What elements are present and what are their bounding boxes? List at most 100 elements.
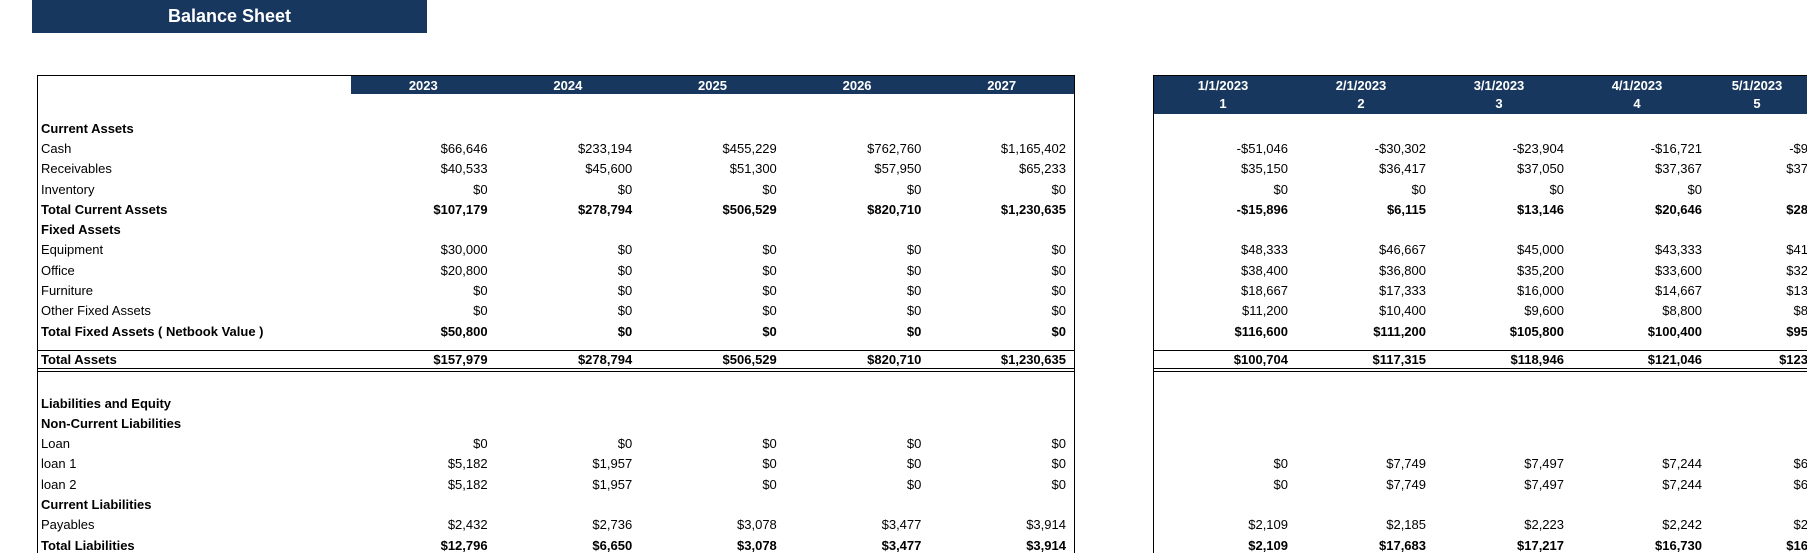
value-cell[interactable]: $0 xyxy=(762,303,777,319)
value-cell[interactable]: $11,200 xyxy=(1241,303,1288,319)
value-cell[interactable]: $16,730 xyxy=(1655,537,1702,553)
value-cell[interactable]: $3,477 xyxy=(881,537,922,553)
value-cell[interactable]: $0 xyxy=(617,283,633,299)
value-cell[interactable]: $41 xyxy=(1786,242,1807,258)
value-cell[interactable]: $0 xyxy=(906,283,922,299)
year-column-header[interactable]: 2027 xyxy=(929,76,1074,94)
row-label-cell[interactable]: Inventory xyxy=(41,181,95,197)
value-cell[interactable]: $0 xyxy=(1051,323,1066,339)
value-cell[interactable]: $107,179 xyxy=(433,201,488,217)
value-cell[interactable]: $0 xyxy=(617,181,633,197)
value-cell[interactable]: $0 xyxy=(906,456,922,472)
value-cell[interactable]: $7,749 xyxy=(1386,456,1426,472)
value-cell[interactable]: $0 xyxy=(906,242,922,258)
value-cell[interactable]: $0 xyxy=(1051,436,1066,452)
row-label-cell[interactable]: Office xyxy=(41,262,75,278)
row-label-cell[interactable]: Other Fixed Assets xyxy=(41,303,151,319)
value-cell[interactable]: $0 xyxy=(473,303,488,319)
value-cell[interactable]: $0 xyxy=(1051,303,1066,319)
row-label-cell[interactable]: Cash xyxy=(41,140,72,156)
value-cell[interactable]: -$16,721 xyxy=(1650,140,1702,156)
value-cell[interactable]: $35,150 xyxy=(1241,161,1288,177)
value-cell[interactable]: $48,333 xyxy=(1241,242,1288,258)
value-cell[interactable]: $0 xyxy=(473,436,488,452)
value-cell[interactable]: $36,800 xyxy=(1379,262,1426,278)
value-cell[interactable]: $66,646 xyxy=(440,140,488,156)
value-cell[interactable]: $45,600 xyxy=(585,161,633,177)
value-cell[interactable]: $157,979 xyxy=(433,351,488,367)
value-cell[interactable]: $100,704 xyxy=(1233,351,1288,367)
value-cell[interactable]: $0 xyxy=(1273,181,1288,197)
row-label-cell[interactable]: Furniture xyxy=(41,283,94,299)
value-cell[interactable]: $3,078 xyxy=(737,517,777,533)
value-cell[interactable]: -$23,904 xyxy=(1512,140,1564,156)
value-cell[interactable]: -$15,896 xyxy=(1236,201,1288,217)
row-label-cell[interactable]: Total Current Assets xyxy=(41,201,168,217)
value-cell[interactable]: $118,946 xyxy=(1510,351,1564,367)
row-label-cell[interactable]: Total Liabilities xyxy=(41,537,135,553)
value-cell[interactable]: $0 xyxy=(617,262,633,278)
value-cell[interactable]: $1,957 xyxy=(592,476,633,492)
value-cell[interactable]: $5,182 xyxy=(447,456,488,472)
value-cell[interactable]: $100,400 xyxy=(1647,323,1702,339)
row-label-cell[interactable]: Receivables xyxy=(41,161,112,177)
value-cell[interactable]: $0 xyxy=(1051,476,1066,492)
value-cell[interactable]: $0 xyxy=(906,262,922,278)
value-cell[interactable]: $7,244 xyxy=(1662,476,1702,492)
value-cell[interactable]: $0 xyxy=(906,323,922,339)
value-cell[interactable]: $0 xyxy=(762,456,777,472)
value-cell[interactable]: $45,000 xyxy=(1517,242,1564,258)
value-cell[interactable]: $17,217 xyxy=(1517,537,1564,553)
value-cell[interactable]: $0 xyxy=(1051,181,1066,197)
row-label-cell[interactable]: Liabilities and Equity xyxy=(41,395,172,411)
value-cell[interactable]: $1,957 xyxy=(592,456,633,472)
value-cell[interactable]: $51,300 xyxy=(729,161,777,177)
value-cell[interactable]: $2,432 xyxy=(447,517,488,533)
value-cell[interactable]: $0 xyxy=(1411,181,1426,197)
value-cell[interactable]: $2,109 xyxy=(1248,517,1288,533)
value-cell[interactable]: $30,000 xyxy=(440,242,488,258)
value-cell[interactable]: $0 xyxy=(762,262,777,278)
value-cell[interactable]: $0 xyxy=(1549,181,1564,197)
month-column-header[interactable]: 5/1/2023 5 xyxy=(1706,76,1807,114)
value-cell[interactable]: $0 xyxy=(1273,456,1288,472)
value-cell[interactable]: -$30,302 xyxy=(1374,140,1426,156)
value-cell[interactable]: $17,683 xyxy=(1379,537,1426,553)
year-column-header[interactable]: 2024 xyxy=(495,76,641,94)
value-cell[interactable]: $7,244 xyxy=(1662,456,1702,472)
value-cell[interactable]: $16,000 xyxy=(1517,283,1564,299)
value-cell[interactable]: $278,794 xyxy=(577,351,633,367)
value-cell[interactable]: $233,194 xyxy=(577,140,633,156)
value-cell[interactable]: $0 xyxy=(617,303,633,319)
row-label-cell[interactable]: Non-Current Liabilities xyxy=(41,415,182,431)
year-column-header[interactable]: 2023 xyxy=(351,76,496,94)
value-cell[interactable]: $116,600 xyxy=(1234,323,1288,339)
value-cell[interactable]: $2,736 xyxy=(592,517,633,533)
value-cell[interactable]: $0 xyxy=(906,303,922,319)
value-cell[interactable]: $0 xyxy=(473,283,488,299)
row-label-cell[interactable]: Loan xyxy=(41,436,70,452)
value-cell[interactable]: $50,800 xyxy=(440,323,488,339)
value-cell[interactable]: $46,667 xyxy=(1379,242,1426,258)
value-cell[interactable]: $7,497 xyxy=(1524,476,1564,492)
value-cell[interactable]: $20,646 xyxy=(1655,201,1702,217)
value-cell[interactable]: $0 xyxy=(762,476,777,492)
value-cell[interactable]: $0 xyxy=(617,323,633,339)
row-label-cell[interactable]: Payables xyxy=(41,517,95,533)
value-cell[interactable]: $18,667 xyxy=(1241,283,1288,299)
value-cell[interactable]: $3,914 xyxy=(1026,517,1066,533)
value-cell[interactable]: $6 xyxy=(1793,476,1807,492)
value-cell[interactable]: $0 xyxy=(762,436,777,452)
value-cell[interactable]: $13,146 xyxy=(1517,201,1564,217)
value-cell[interactable]: $8,800 xyxy=(1662,303,1702,319)
value-cell[interactable]: $35,200 xyxy=(1517,262,1564,278)
value-cell[interactable]: $37,367 xyxy=(1655,161,1702,177)
value-cell[interactable]: $0 xyxy=(617,242,633,258)
row-label-cell[interactable]: Total Fixed Assets ( Netbook Value ) xyxy=(41,323,264,339)
value-cell[interactable]: $0 xyxy=(762,242,777,258)
value-cell[interactable]: $32 xyxy=(1786,262,1807,278)
value-cell[interactable]: $1,165,402 xyxy=(1000,140,1066,156)
value-cell[interactable]: $0 xyxy=(1051,242,1066,258)
value-cell[interactable]: $13 xyxy=(1786,283,1807,299)
value-cell[interactable]: $10,400 xyxy=(1379,303,1426,319)
